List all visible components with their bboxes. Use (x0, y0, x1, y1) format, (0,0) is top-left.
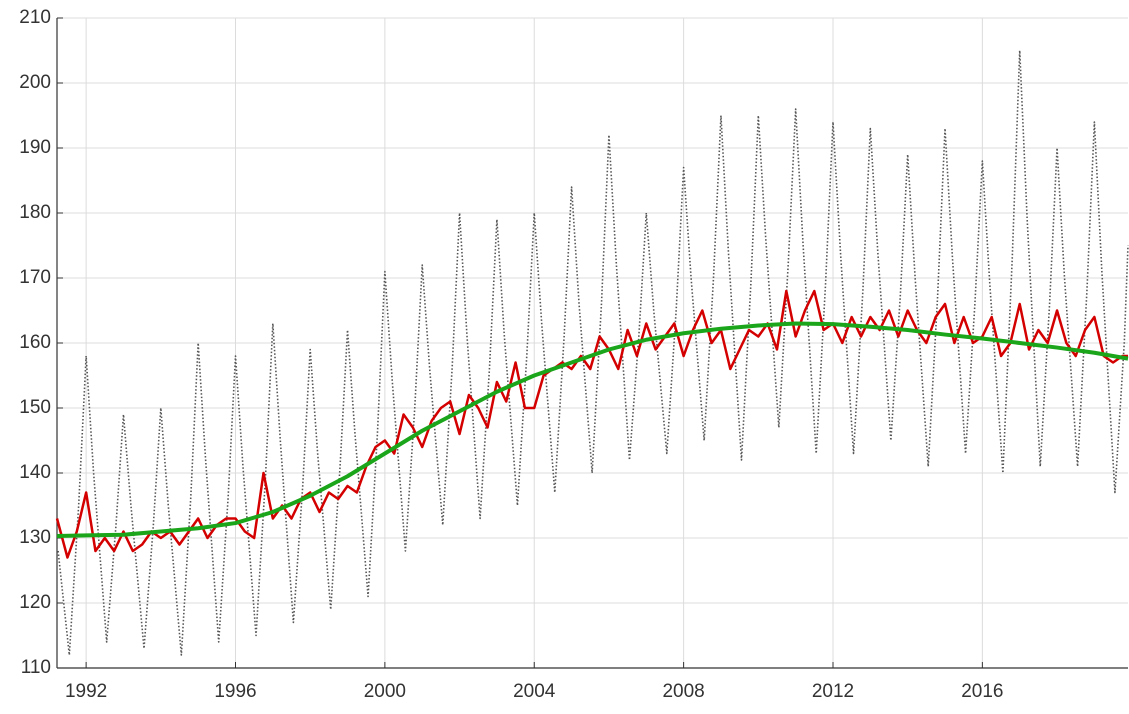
x-tick-label: 1992 (65, 681, 107, 702)
y-tick-label: 180 (19, 202, 51, 223)
x-tick-label: 2016 (961, 681, 1003, 702)
y-tick-label: 200 (19, 72, 51, 93)
x-tick-label: 2012 (812, 681, 854, 702)
y-tick-label: 130 (19, 527, 51, 548)
y-tick-label: 120 (19, 592, 51, 613)
series-line (57, 49, 1129, 656)
y-tick-label: 160 (19, 332, 51, 353)
x-tick-label: 1996 (214, 681, 256, 702)
y-tick-label: 140 (19, 462, 51, 483)
y-tick-label: 110 (21, 657, 51, 678)
x-tick-label: 2008 (662, 681, 704, 702)
y-tick-label: 210 (19, 7, 51, 28)
x-tick-label: 2004 (513, 681, 556, 702)
y-tick-label: 150 (19, 397, 51, 418)
series-line (56, 321, 1129, 539)
y-tick-label: 190 (19, 137, 51, 158)
y-tick-label: 170 (19, 267, 51, 288)
x-tick-label: 2000 (364, 681, 406, 702)
